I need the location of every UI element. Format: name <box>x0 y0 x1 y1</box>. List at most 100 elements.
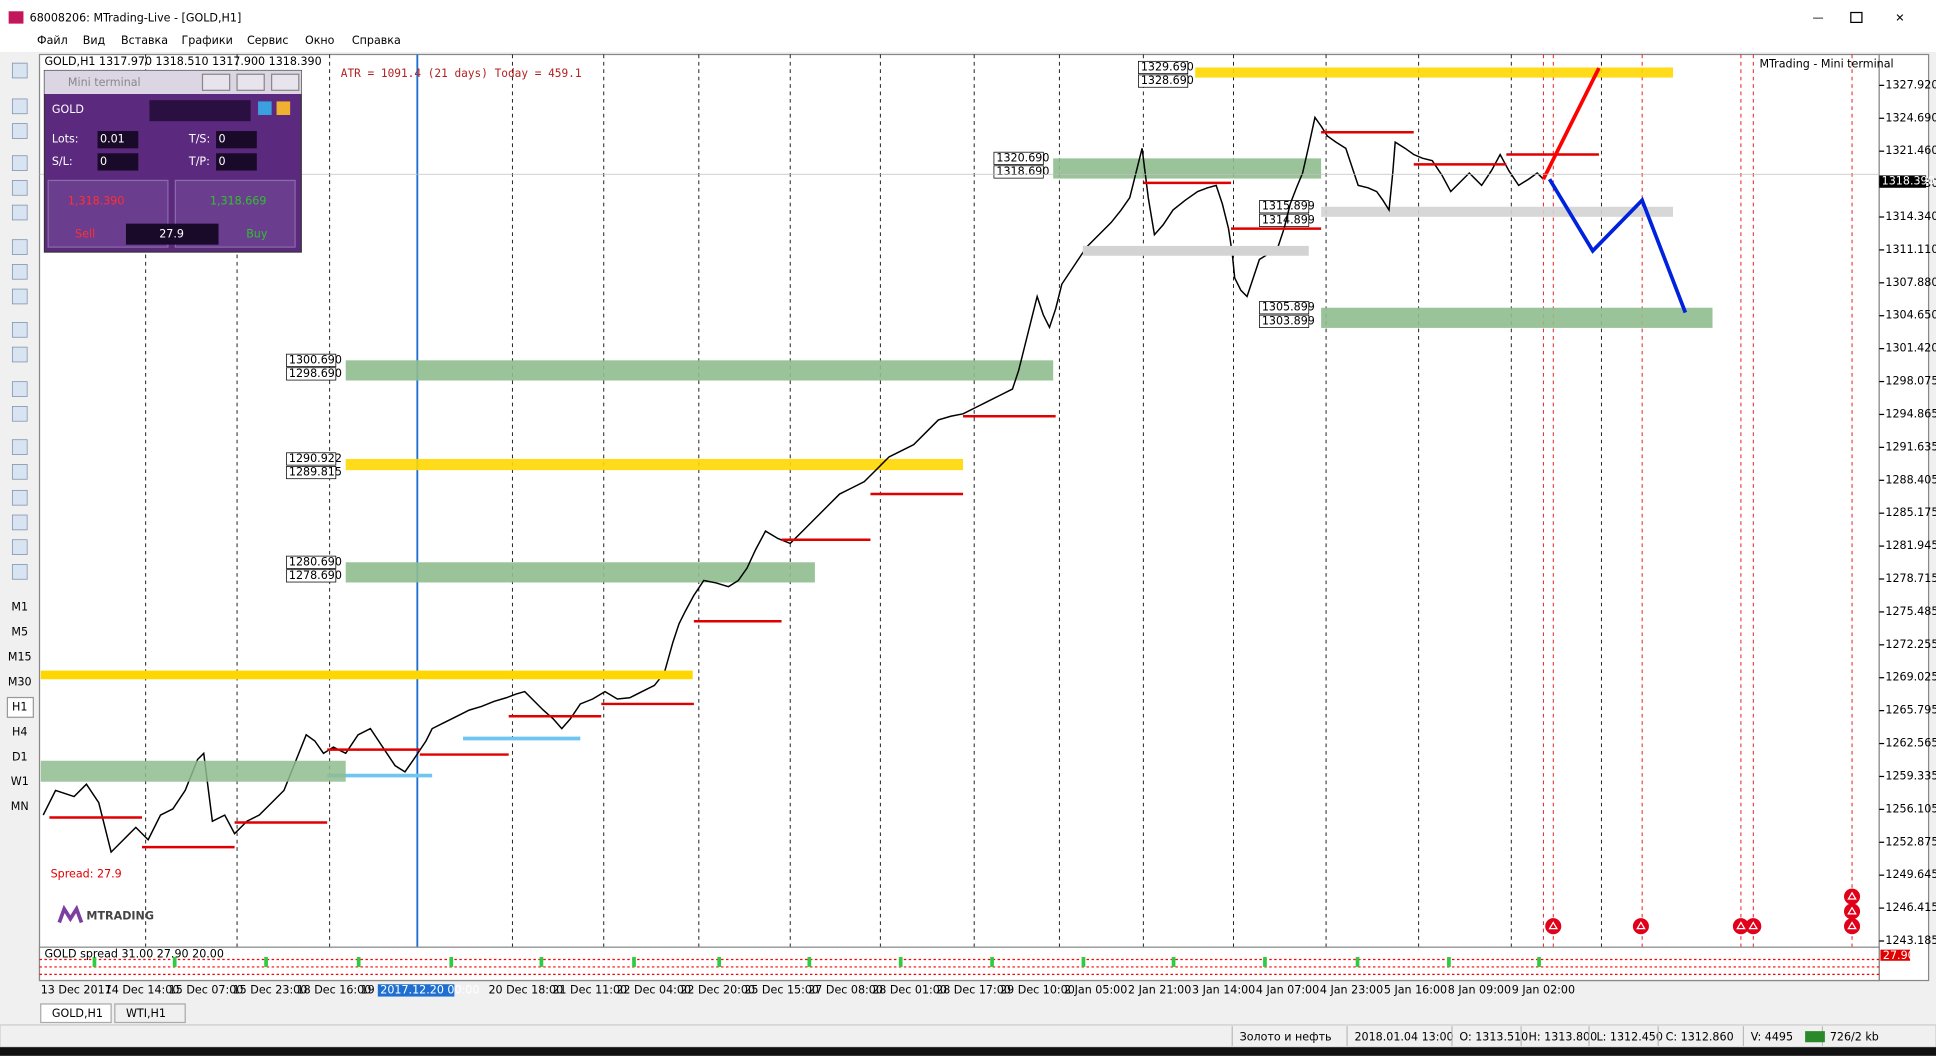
tool-icon[interactable] <box>11 406 28 422</box>
timeframe[interactable]: MN <box>11 800 29 813</box>
level-label: 1305.899 <box>1262 301 1315 314</box>
menu-item[interactable]: Вид <box>83 34 106 47</box>
spread-label: Spread: 27.9 <box>51 867 122 880</box>
alert-icon[interactable] <box>1745 918 1762 935</box>
mini-input[interactable] <box>216 131 257 149</box>
timeframe[interactable]: W1 <box>11 775 29 788</box>
mini-symbol-box <box>149 100 251 122</box>
chart-tab[interactable] <box>114 1003 186 1024</box>
tool-icon[interactable] <box>11 264 28 280</box>
tool-icon[interactable] <box>11 346 28 363</box>
mini-button[interactable] <box>201 73 231 91</box>
timeframe[interactable]: D1 <box>12 750 28 763</box>
maximize[interactable] <box>1850 11 1863 24</box>
alert-icon[interactable] <box>1844 903 1861 920</box>
mini-button[interactable] <box>236 73 265 91</box>
tool-icon[interactable] <box>11 539 28 555</box>
alert-icon[interactable] <box>1844 918 1861 935</box>
menu-bar <box>0 31 1936 53</box>
taskbar-edge <box>0 1047 1936 1056</box>
alert-bell <box>1847 906 1857 915</box>
price-label: 1311.110 <box>1885 243 1936 256</box>
menu-item[interactable]: Графики <box>182 34 233 47</box>
level-label-box <box>286 555 337 569</box>
level-zone <box>345 562 815 583</box>
projection-down <box>1547 178 1688 314</box>
alert-icon[interactable] <box>1632 918 1649 935</box>
price-label: 1265.795 <box>1885 704 1936 717</box>
timeframe[interactable]: H4 <box>12 725 27 738</box>
yellow-level <box>40 670 693 680</box>
level-label-box <box>286 569 337 583</box>
time-label: 28 Dec 01:00 <box>872 983 947 996</box>
level-label-box <box>1259 301 1310 315</box>
tool-icon[interactable] <box>11 514 28 531</box>
status-item: O: 1313.510 <box>1459 1030 1528 1043</box>
green-zone <box>40 760 346 782</box>
mini-input[interactable] <box>97 153 139 171</box>
tool-icon[interactable] <box>11 439 28 455</box>
tool-icon[interactable] <box>11 464 28 480</box>
tool-icon[interactable] <box>11 98 28 115</box>
level-label: 1290.922 <box>289 452 342 465</box>
time-label: 29 Dec 10:00 <box>1000 983 1075 996</box>
tool-icon[interactable] <box>11 489 28 506</box>
menu-item[interactable]: Сервис <box>247 34 289 47</box>
price-label: 1272.255 <box>1885 638 1936 651</box>
level-label-box <box>1259 314 1310 328</box>
spread-bar <box>539 957 544 967</box>
mini-button[interactable] <box>271 73 300 91</box>
price-label: 1278.715 <box>1885 572 1936 585</box>
spread-bar <box>1447 957 1451 967</box>
alert-icon[interactable] <box>1844 888 1861 905</box>
status-item: V: 4495 <box>1751 1030 1793 1043</box>
time-label: 8 Jan 09:00 <box>1448 983 1511 996</box>
chart-tab[interactable] <box>40 1003 112 1024</box>
mini-input[interactable] <box>216 153 257 171</box>
tool-icon[interactable] <box>11 381 28 397</box>
minimize[interactable]: — <box>1813 12 1824 25</box>
price-label: 1324.690 <box>1885 111 1936 124</box>
tool-icon[interactable] <box>11 239 28 255</box>
timeframe[interactable]: M5 <box>11 626 28 639</box>
price-axis-panel <box>1878 53 1930 982</box>
buy-button[interactable] <box>174 179 296 248</box>
buy-label[interactable]: Buy <box>246 228 268 241</box>
spread-bar <box>92 957 97 967</box>
timeframe[interactable]: M30 <box>8 675 32 688</box>
tool-icon[interactable] <box>11 123 28 139</box>
level-label: 1280.690 <box>289 555 342 568</box>
mini-input[interactable] <box>97 131 139 149</box>
menu-item[interactable]: Файл <box>37 34 68 47</box>
menu-item[interactable]: Справка <box>352 34 401 47</box>
menu-item[interactable]: Вставка <box>121 34 168 47</box>
logo: MTRADING <box>86 909 154 922</box>
price-label: 1327.920 <box>1885 78 1936 91</box>
mini-settings[interactable] <box>258 101 272 115</box>
tool-icon[interactable] <box>11 155 28 171</box>
timeframe[interactable]: M1 <box>11 601 28 614</box>
mini-spread-box <box>125 223 219 245</box>
tool-icon[interactable] <box>11 62 28 79</box>
tool-icon[interactable] <box>11 322 28 338</box>
tool-icon[interactable] <box>11 564 28 580</box>
tool-icon[interactable] <box>11 204 28 221</box>
alert-icon[interactable] <box>1545 918 1562 935</box>
timeframe[interactable]: M15 <box>8 651 32 664</box>
app-icon <box>8 11 24 24</box>
status-item: Золото и нефть <box>1240 1030 1332 1043</box>
alert-icon[interactable] <box>1732 918 1749 935</box>
time-label: 25 Dec 15:00 <box>744 983 819 996</box>
spread-bar <box>172 957 177 967</box>
timeframe[interactable]: H1 <box>12 700 27 713</box>
spread-bar <box>807 957 812 967</box>
mini-settings[interactable] <box>276 101 291 115</box>
tool-icon[interactable] <box>11 180 28 196</box>
menu-item[interactable]: Окно <box>305 34 335 47</box>
price-label: 1301.420 <box>1885 342 1936 355</box>
level-label-box <box>286 367 337 381</box>
sell-label[interactable]: Sell <box>75 228 95 241</box>
close[interactable]: ✕ <box>1895 12 1904 25</box>
time-label: 28 Dec 17:00 <box>936 983 1011 996</box>
tool-icon[interactable] <box>11 288 28 305</box>
